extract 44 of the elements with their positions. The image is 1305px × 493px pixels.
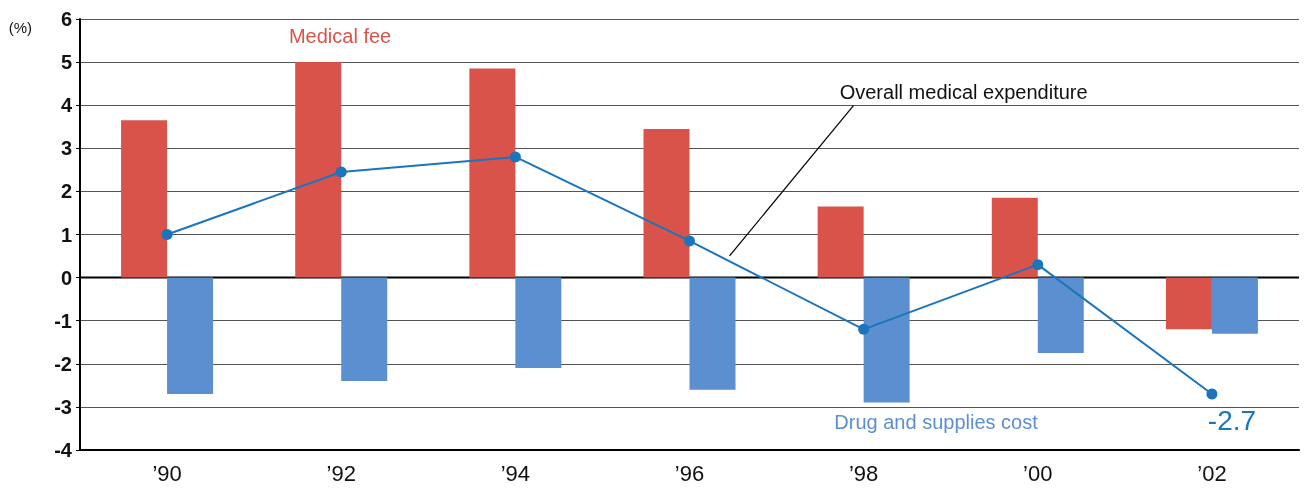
y-axis-title: (%) [8, 19, 32, 36]
bar [817, 206, 864, 278]
y-tick-label: 5 [60, 51, 72, 74]
x-tick-label: ’92 [326, 460, 356, 486]
point [509, 151, 521, 163]
point [684, 235, 695, 247]
text: Overall medical expenditure [839, 81, 1088, 104]
x-tick-label: ’02 [1197, 460, 1227, 486]
y-tick-label: 3 [60, 137, 72, 160]
bar [295, 62, 342, 278]
series-label: Drug and supplies cost [834, 410, 1039, 433]
point [1032, 259, 1044, 271]
point [335, 166, 347, 178]
bar [1037, 277, 1084, 354]
x-tick-label: ’94 [500, 460, 531, 486]
data-label: -2.7 [1207, 404, 1257, 436]
bar [515, 277, 562, 369]
x-tick-label: ’00 [1023, 460, 1053, 486]
point [858, 323, 870, 335]
y-tick-label: -1 [54, 309, 72, 332]
y-tick-label: -4 [54, 439, 73, 461]
x-tick-label: ’90 [152, 460, 182, 486]
bar [991, 197, 1038, 278]
bar [167, 277, 214, 394]
series-label: Medical fee [288, 25, 392, 48]
bar [469, 68, 516, 278]
y-tick-label: -3 [54, 395, 72, 418]
bar [689, 277, 736, 390]
x-tick-label: ’98 [848, 460, 879, 486]
y-tick-label: 2 [60, 180, 72, 203]
y-tick-label: -2 [54, 352, 72, 375]
y-tick-label: 4 [60, 94, 73, 117]
bar [643, 128, 690, 278]
point [1206, 388, 1218, 400]
y-tick-label: 1 [60, 223, 72, 246]
y-tick-label: 6 [60, 8, 72, 30]
bar [121, 120, 168, 278]
y-tick-label: 0 [60, 266, 72, 289]
bar [1211, 277, 1258, 334]
bar [863, 277, 910, 403]
bar [1165, 277, 1212, 330]
x-tick-label: ’96 [674, 460, 705, 486]
bar [341, 277, 388, 382]
point [161, 229, 173, 240]
